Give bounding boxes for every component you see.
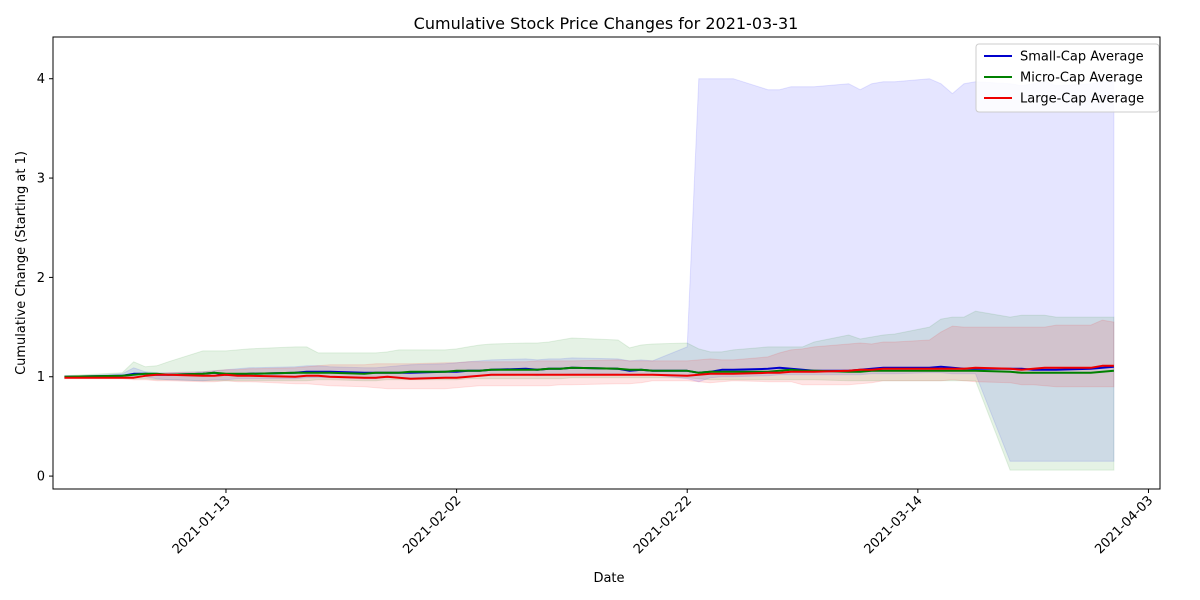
micro-cap-average-line — [64, 366, 1114, 378]
y-axis-label: Cumulative Change (Starting at 1) — [14, 151, 29, 375]
legend: Small-Cap Average Micro-Cap Average Large-… — [975, 43, 1160, 113]
y-tick-label: 4 — [37, 72, 45, 87]
y-tick-label: 1 — [37, 370, 45, 385]
plot-frame — [52, 36, 1161, 490]
y-tick-label: 0 — [37, 470, 45, 485]
y-tick-label: 3 — [37, 172, 45, 187]
plot-area — [53, 37, 1160, 489]
legend-entry: Micro-Cap Average — [1020, 71, 1143, 86]
series-lines — [64, 364, 1114, 380]
y-axis: 0 1 2 3 4 — [37, 72, 53, 485]
y-tick-label: 2 — [37, 271, 45, 286]
chart-title: Cumulative Stock Price Changes for 2021-… — [414, 14, 799, 33]
legend-entry: Large-Cap Average — [1020, 92, 1144, 107]
x-axis-label: Date — [593, 571, 624, 586]
micro-cap-average-band — [64, 310, 1115, 471]
legend-entry: Small-Cap Average — [1020, 50, 1144, 65]
large-cap-average-line — [64, 364, 1114, 380]
legend-box — [975, 43, 1160, 113]
